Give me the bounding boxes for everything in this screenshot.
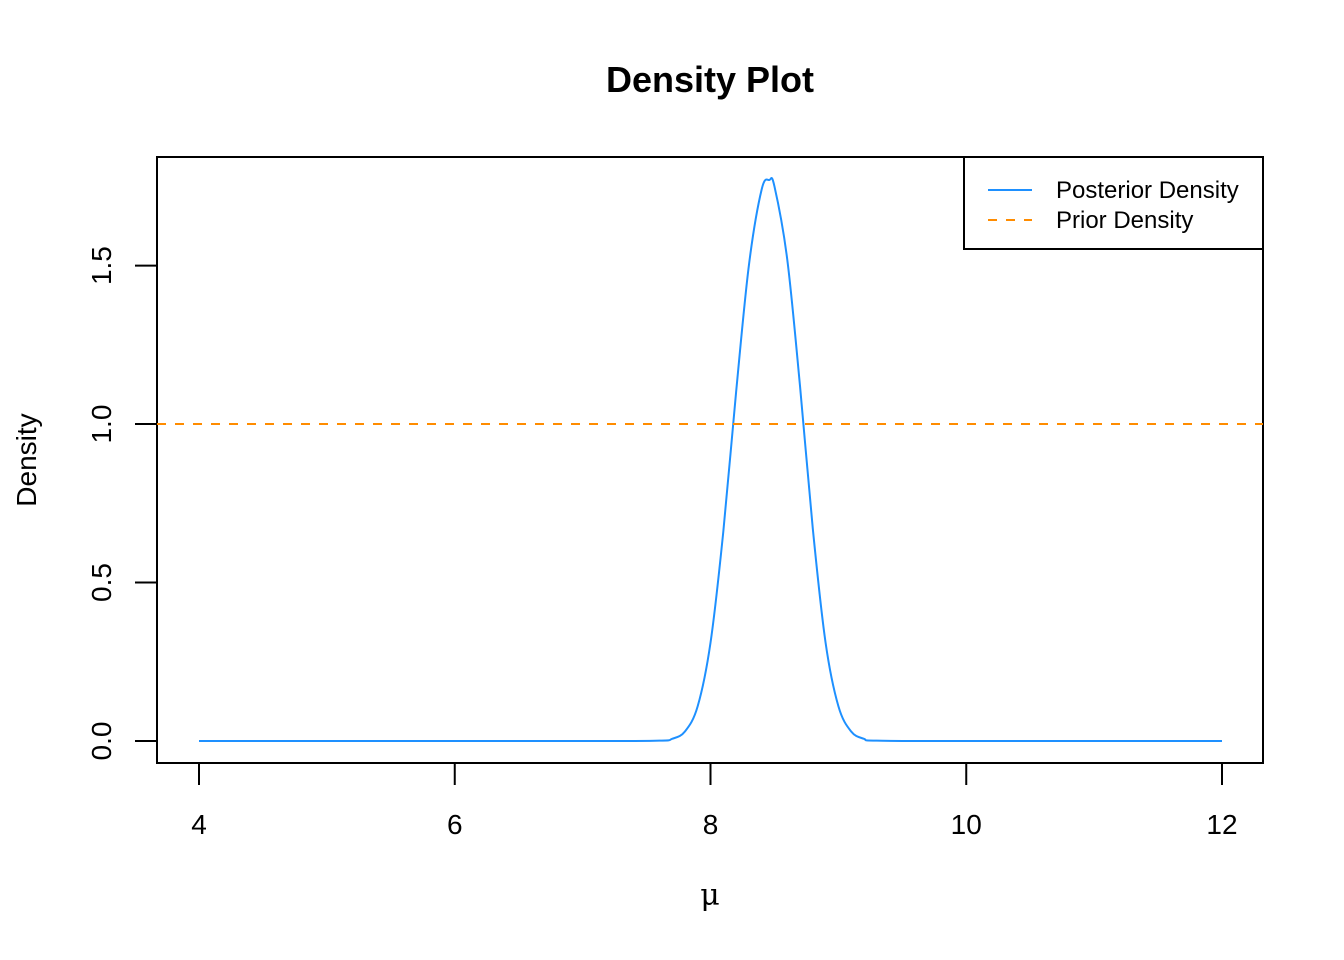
- x-tick-label: 4: [191, 809, 207, 840]
- chart-title: Density Plot: [606, 59, 814, 100]
- y-axis-label: Density: [11, 413, 42, 506]
- x-axis-label: μ: [700, 878, 720, 913]
- legend: Posterior Density Prior Density: [963, 156, 1264, 250]
- x-axis: 4 6 8 10 12: [191, 762, 1238, 840]
- y-axis: 0.0 0.5 1.0 1.5: [86, 246, 158, 761]
- legend-box: [963, 156, 1264, 250]
- x-tick-label: 8: [703, 809, 719, 840]
- x-tick-label: 10: [951, 809, 982, 840]
- y-tick-label: 1.0: [86, 405, 117, 444]
- x-tick-label: 12: [1206, 809, 1237, 840]
- legend-label: Prior Density: [1056, 207, 1193, 234]
- y-tick-label: 0.5: [86, 563, 117, 602]
- plot-area: [157, 177, 1263, 743]
- posterior-density-line: [198, 177, 1223, 743]
- y-tick-label: 1.5: [86, 246, 117, 285]
- y-tick-label: 0.0: [86, 722, 117, 761]
- legend-label: Posterior Density: [1056, 177, 1239, 204]
- x-tick-label: 6: [447, 809, 463, 840]
